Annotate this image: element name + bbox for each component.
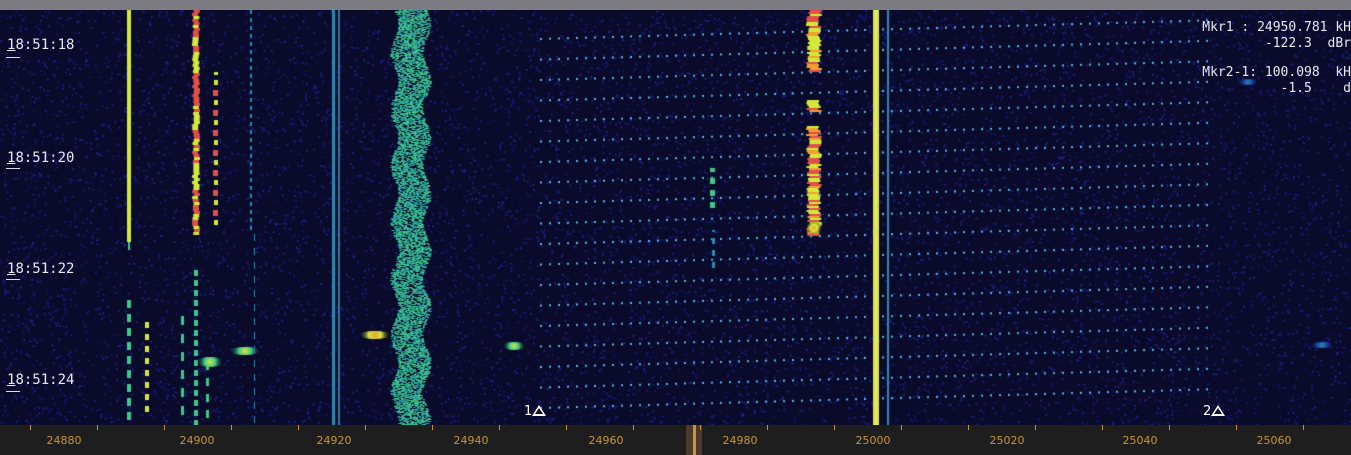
freq-label: 25020 [989,434,1025,447]
triangle-marker-icon [1211,405,1226,416]
freq-tick [968,425,969,430]
time-label-2: 18:51:20 [7,150,75,166]
freq-tick [1035,425,1036,430]
marker-2-label: 2 [1203,404,1212,419]
frequency-axis[interactable]: 24880 24900 24920 24940 24960 24980 2500… [0,425,1351,455]
time-tick [6,279,20,280]
freq-label: 25000 [855,434,891,447]
marker2-delta-level: -1.5 d [1280,81,1351,96]
freq-label: 25060 [1256,434,1292,447]
time-label-3: 18:51:22 [7,261,75,277]
time-tick [6,57,20,58]
freq-label: 24940 [453,434,489,447]
time-tick [6,168,20,169]
marker1-level: -122.3 dBr [1264,36,1351,51]
waterfall-display[interactable] [0,10,1351,425]
freq-tick [767,425,768,430]
freq-tick [164,425,165,430]
marker-2[interactable]: 2 [1203,404,1226,419]
freq-tick [1303,425,1304,430]
marker2-delta-frequency: Mkr2-1: 100.098 kH [1202,65,1351,80]
time-tick [6,391,20,392]
freq-tick [499,425,500,430]
triangle-marker-icon [532,405,547,416]
freq-tick [365,425,366,430]
freq-label: 24980 [722,434,758,447]
freq-label: 24960 [588,434,624,447]
freq-tick [298,425,299,430]
marker-1[interactable]: 1 [524,404,547,419]
freq-tick [566,425,567,430]
freq-label: 24900 [179,434,215,447]
freq-tick [633,425,634,430]
freq-tick [1169,425,1170,430]
freq-tick [97,425,98,430]
tuning-center-marker[interactable] [686,425,702,455]
freq-tick [231,425,232,430]
freq-tick [1102,425,1103,430]
marker1-frequency: Mkr1 : 24950.781 kH [1202,20,1351,35]
freq-label: 25040 [1122,434,1158,447]
time-label-4: 18:51:24 [7,372,75,388]
freq-tick [432,425,433,430]
top-border [0,0,1351,10]
freq-label: 24880 [46,434,82,447]
freq-tick [834,425,835,430]
time-label-1: 18:51:18 [7,37,75,53]
marker-1-label: 1 [524,404,533,419]
freq-tick [901,425,902,430]
freq-tick [30,425,31,430]
freq-tick [700,425,701,430]
freq-label: 24920 [316,434,352,447]
freq-tick [1236,425,1237,430]
